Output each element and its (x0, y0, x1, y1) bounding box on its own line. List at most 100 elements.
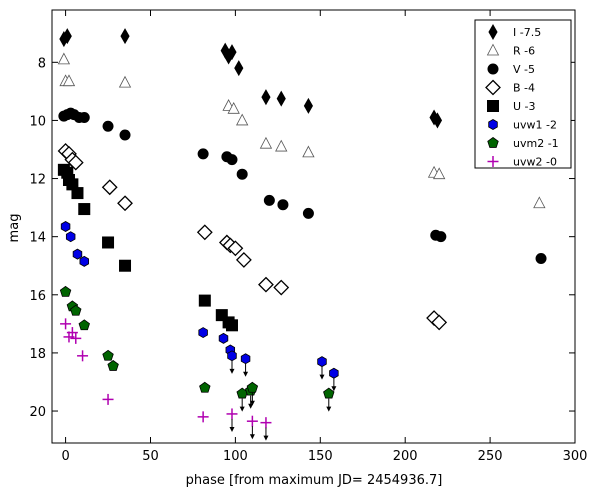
marker-shape (259, 136, 273, 149)
marker-shape (215, 309, 228, 322)
marker-shape (227, 350, 237, 362)
x-tick-label: 300 (563, 449, 588, 464)
marker-shape (236, 113, 249, 126)
marker-shape (119, 259, 132, 272)
marker-shape (72, 248, 83, 260)
data-point (62, 28, 72, 45)
data-point (78, 319, 90, 331)
marker-shape (323, 387, 335, 399)
data-point (259, 136, 273, 149)
marker-shape (71, 187, 84, 200)
marker-shape (488, 119, 498, 130)
series-b (57, 143, 448, 331)
marker-shape (329, 367, 339, 379)
x-tick-label: 100 (223, 449, 248, 464)
arrow-head (319, 374, 325, 380)
arrow-head (248, 403, 254, 409)
marker-shape (486, 43, 500, 56)
marker-shape (225, 319, 238, 332)
data-point (263, 194, 275, 206)
upper-limit-arrow (249, 392, 255, 406)
marker-shape (261, 89, 271, 106)
arrow-head (229, 426, 235, 432)
y-tick-label: 18 (29, 347, 46, 362)
legend-marker (485, 79, 501, 96)
marker-shape (102, 236, 115, 249)
marker-shape (62, 28, 72, 45)
marker-shape (432, 112, 443, 129)
data-point (432, 112, 443, 129)
arrow-head (331, 386, 337, 392)
data-point (120, 28, 130, 45)
data-point (67, 154, 84, 171)
data-point (102, 120, 114, 132)
arrow-head (243, 371, 249, 377)
marker-shape (102, 349, 114, 361)
data-point (302, 207, 314, 219)
y-tick-label: 20 (29, 405, 46, 420)
legend-label: I -7.5 (513, 26, 541, 39)
data-point (102, 236, 115, 249)
data-point (196, 224, 213, 241)
data-point (227, 101, 240, 114)
data-point (60, 318, 72, 330)
data-point (65, 231, 76, 243)
marker-shape (234, 60, 244, 77)
series-r (57, 52, 546, 209)
marker-shape (302, 207, 314, 219)
data-point (258, 276, 274, 293)
data-point (317, 356, 327, 368)
data-point (57, 52, 71, 65)
upper-limit-arrow (248, 395, 254, 409)
marker-shape (198, 294, 211, 307)
series-u (57, 163, 238, 332)
legend-marker (487, 63, 499, 75)
data-point (60, 221, 71, 232)
marker-shape (435, 231, 447, 243)
y-tick-label: 10 (29, 114, 46, 129)
marker-shape (535, 252, 547, 264)
legend-marker (486, 43, 500, 56)
series-uvw1 (60, 221, 339, 392)
arrow-head (229, 368, 235, 374)
data-point (107, 359, 119, 371)
marker-shape (533, 196, 546, 209)
data-point (227, 350, 237, 362)
marker-shape (273, 279, 290, 296)
marker-shape (246, 381, 259, 393)
legend-marker (487, 137, 499, 148)
marker-shape (485, 79, 501, 96)
series-i (59, 28, 443, 129)
upper-limit-arrow (263, 427, 269, 441)
data-point (119, 129, 131, 141)
legend-label: uvw2 -0 (513, 156, 557, 169)
data-point (432, 167, 446, 180)
arrow-head (249, 400, 255, 406)
data-point (101, 179, 118, 196)
upper-limit-arrow (249, 426, 255, 440)
marker-shape (488, 23, 498, 41)
marker-shape (117, 195, 133, 212)
x-tick-label: 250 (478, 449, 503, 464)
arrow-head (326, 406, 332, 412)
legend-label: B -4 (513, 82, 535, 95)
legend-marker (488, 23, 498, 41)
data-point (236, 113, 249, 126)
marker-shape (198, 327, 208, 339)
marker-shape (67, 154, 84, 171)
marker-shape (102, 120, 114, 132)
marker-shape (276, 90, 286, 107)
upper-limit-arrow (331, 378, 337, 392)
marker-shape (303, 97, 313, 114)
legend-marker (488, 119, 498, 130)
legend-label: uvm2 -1 (513, 137, 559, 150)
data-point (198, 294, 211, 307)
marker-shape (431, 314, 448, 331)
data-point (102, 393, 114, 405)
marker-shape (236, 168, 248, 180)
data-point (77, 350, 89, 362)
marker-shape (70, 304, 82, 316)
data-point (72, 248, 83, 260)
marker-shape (57, 52, 71, 65)
